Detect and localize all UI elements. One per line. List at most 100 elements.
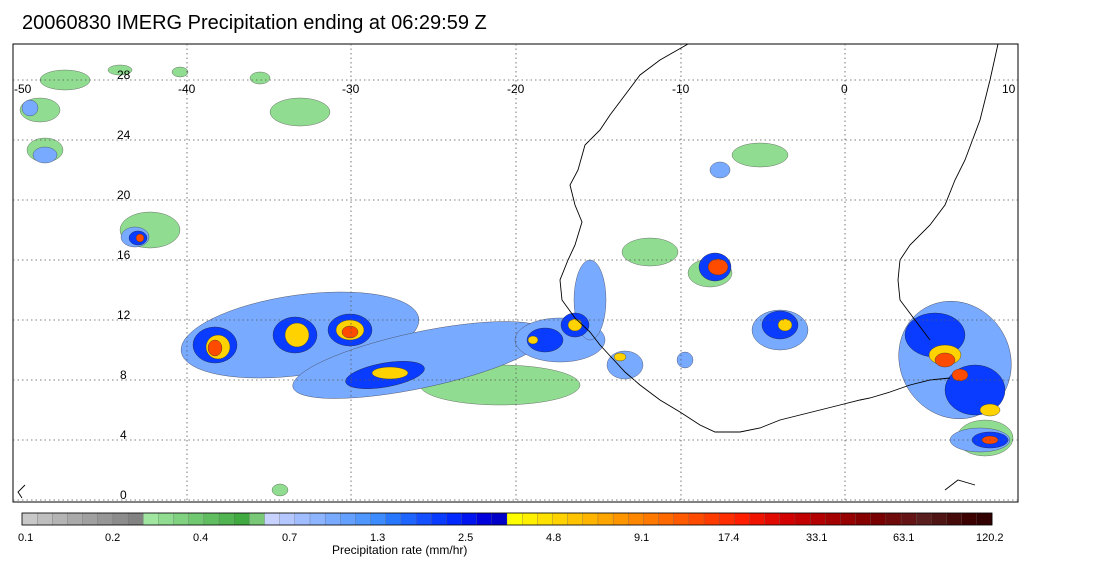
colorbar-swatch xyxy=(491,512,508,526)
colorbar-swatch xyxy=(643,512,660,526)
colorbar-swatch xyxy=(779,512,796,526)
colorbar-tick-label: 0.4 xyxy=(193,532,208,544)
graticule xyxy=(13,44,1018,502)
colorbar-swatch xyxy=(67,512,84,526)
lat-label: 0 xyxy=(120,488,127,502)
lat-label: 4 xyxy=(120,428,127,442)
colorbar-swatch xyxy=(946,512,963,526)
colorbar-swatch xyxy=(415,512,432,526)
colorbar-tick-label: 9.1 xyxy=(634,532,649,544)
lon-labels: -50 -40 -30 -20 -10 0 10 xyxy=(14,82,1016,96)
colorbar-swatch xyxy=(249,512,265,526)
colorbar-swatch xyxy=(809,512,826,526)
colorbar-swatch xyxy=(961,512,978,526)
colorbar-swatch xyxy=(506,512,523,526)
map-frame xyxy=(12,43,1019,503)
colorbar-swatch xyxy=(143,512,159,526)
colorbar-swatch xyxy=(567,512,584,526)
colorbar-swatch xyxy=(582,512,599,526)
colorbar-tick-label: 63.1 xyxy=(893,532,914,544)
colorbar-swatch xyxy=(703,512,720,526)
colorbar-swatch xyxy=(355,512,372,526)
precip-cells xyxy=(19,64,1014,497)
colorbar-swatch xyxy=(112,512,129,526)
lat-label: 16 xyxy=(117,248,131,262)
colorbar-swatch xyxy=(158,512,175,526)
lon-label: -50 xyxy=(14,82,32,96)
colorbar-swatch xyxy=(52,512,68,526)
colorbar-swatch xyxy=(21,512,38,526)
colorbar-swatch xyxy=(597,512,614,526)
colorbar-swatch xyxy=(309,512,326,526)
colorbar-tick-label: 0.1 xyxy=(18,532,33,544)
colorbar-tick-label: 120.2 xyxy=(976,532,1004,544)
lat-label: 20 xyxy=(117,188,131,202)
colorbar-swatch xyxy=(127,512,144,526)
colorbar-swatch xyxy=(461,512,478,526)
colorbar-swatch xyxy=(900,512,917,526)
colorbar-tick-label: 0.7 xyxy=(282,532,297,544)
colorbar-swatch xyxy=(522,512,538,526)
lon-label: -10 xyxy=(672,82,690,96)
colorbar-swatch xyxy=(658,512,675,526)
coastlines xyxy=(17,43,999,499)
colorbar-swatch xyxy=(264,512,281,526)
colorbar-swatch xyxy=(976,512,993,526)
colorbar-tick-label: 2.5 xyxy=(458,532,473,544)
lat-label: 8 xyxy=(120,368,127,382)
colorbar-swatch xyxy=(234,512,250,526)
lat-labels: 28 24 20 16 12 8 4 0 xyxy=(117,68,131,502)
colorbar-swatch xyxy=(400,512,417,526)
colorbar-tick-label: 4.8 xyxy=(546,532,561,544)
colorbar-swatch xyxy=(82,512,99,526)
colorbar-tick-label: 0.2 xyxy=(105,532,120,544)
colorbar-swatch xyxy=(324,512,341,526)
lon-label: -20 xyxy=(507,82,525,96)
colorbar-swatch xyxy=(840,512,857,526)
colorbar-title: Precipitation rate (mm/hr) xyxy=(332,543,467,557)
colorbar-swatch xyxy=(794,512,811,526)
colorbar-swatch xyxy=(749,512,766,526)
colorbar-swatch xyxy=(537,512,553,526)
colorbar-swatch xyxy=(855,512,872,526)
colorbar-swatch xyxy=(446,512,462,526)
colorbar-swatch xyxy=(173,512,190,526)
colorbar-tick-label: 1.3 xyxy=(370,532,385,544)
colorbar-swatch xyxy=(385,512,402,526)
lon-label: -30 xyxy=(342,82,360,96)
colorbar-swatch xyxy=(188,512,205,526)
colorbar-swatch xyxy=(673,512,690,526)
colorbar-swatch xyxy=(340,512,356,526)
colorbar-swatch xyxy=(37,512,53,526)
colorbar-swatch xyxy=(719,512,735,526)
lon-label: 10 xyxy=(1002,82,1016,96)
colorbar-swatch xyxy=(764,512,781,526)
colorbar-tick-label: 33.1 xyxy=(806,532,827,544)
colorbar xyxy=(21,512,993,526)
colorbar-swatch xyxy=(552,512,569,526)
map-title: 20060830 IMERG Precipitation ending at 0… xyxy=(22,12,487,34)
colorbar-swatch xyxy=(476,512,493,526)
colorbar-swatch xyxy=(885,512,902,526)
colorbar-swatch xyxy=(628,512,644,526)
lat-label: 12 xyxy=(117,308,131,322)
colorbar-frame xyxy=(21,512,993,526)
colorbar-swatch xyxy=(916,512,932,526)
colorbar-swatch xyxy=(612,512,629,526)
colorbar-swatch xyxy=(294,512,311,526)
colorbar-swatch xyxy=(203,512,220,526)
colorbar-swatch xyxy=(97,512,114,526)
colorbar-swatch xyxy=(218,512,235,526)
lat-label: 24 xyxy=(117,128,131,142)
colorbar-swatch xyxy=(931,512,947,526)
colorbar-swatch xyxy=(825,512,841,526)
colorbar-swatch xyxy=(370,512,387,526)
colorbar-swatch xyxy=(870,512,887,526)
lon-label: 0 xyxy=(841,82,848,96)
colorbar-swatch xyxy=(431,512,447,526)
colorbar-swatch xyxy=(688,512,705,526)
colorbar-swatch xyxy=(279,512,296,526)
lon-label: -40 xyxy=(178,82,196,96)
colorbar-tick-labels: 0.1 0.2 0.4 0.7 1.3 2.5 4.8 9.1 17.4 33.… xyxy=(18,532,1004,544)
